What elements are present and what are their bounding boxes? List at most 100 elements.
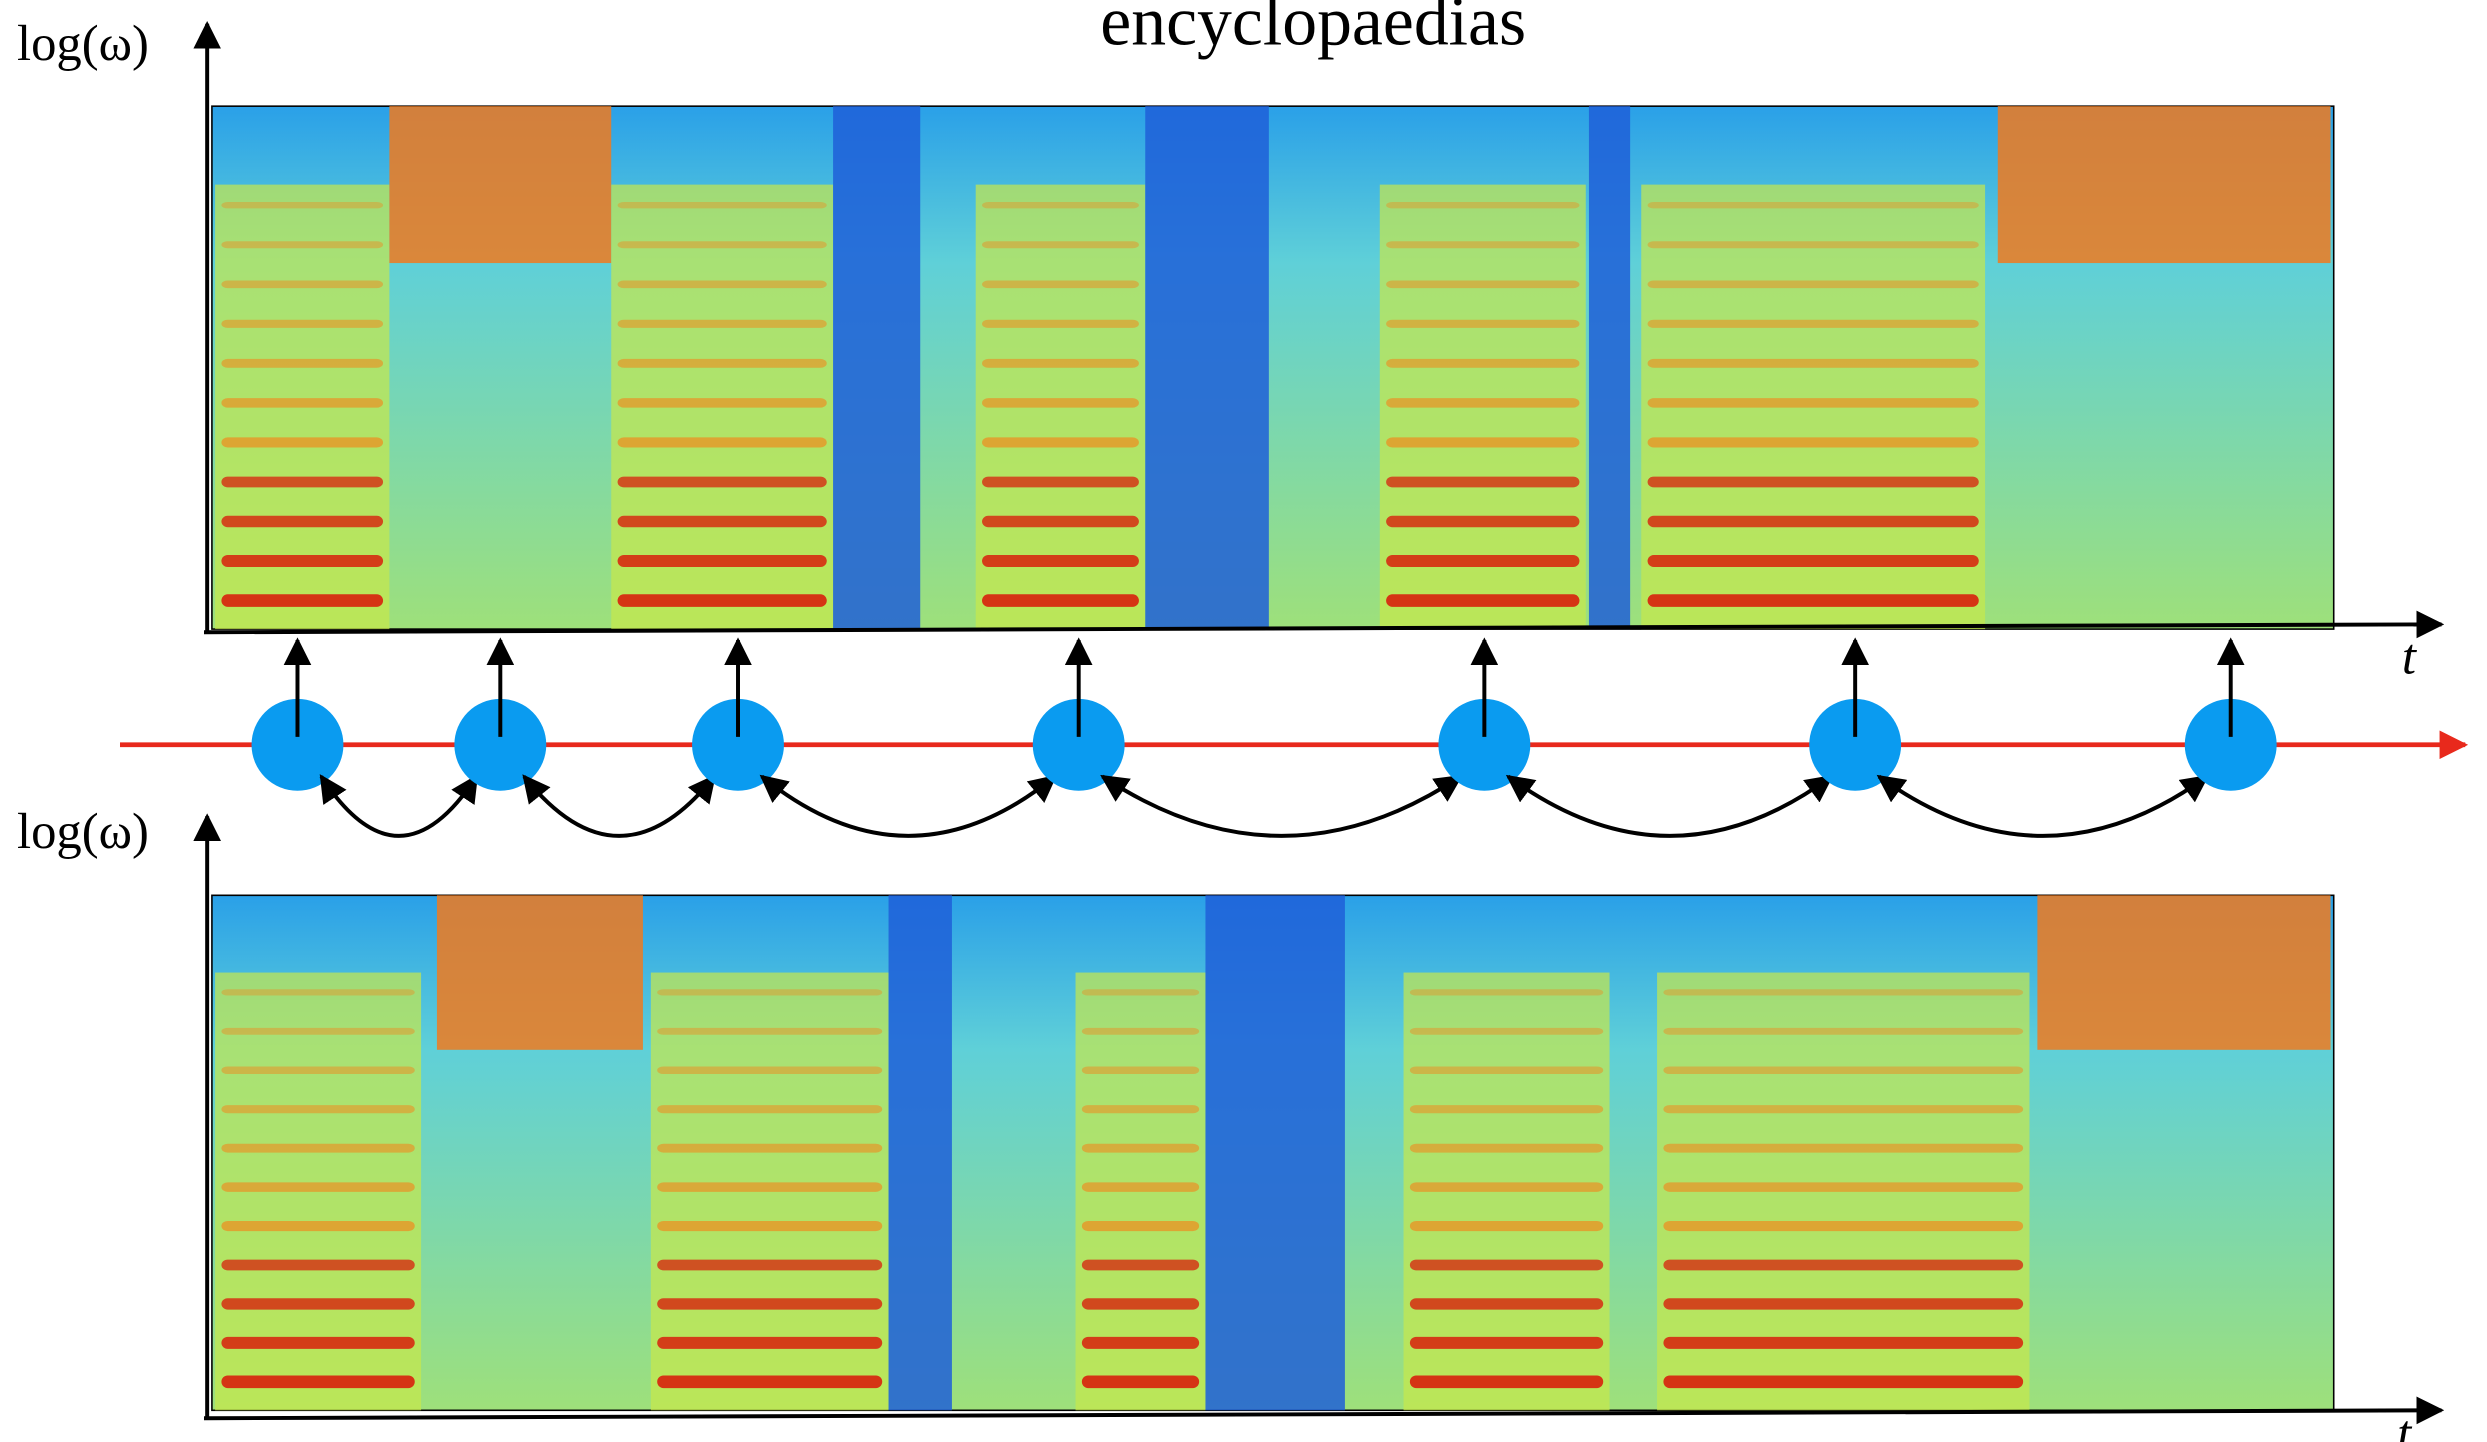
harmonic: [1386, 477, 1579, 488]
harmonic: [657, 1337, 882, 1349]
harmonic: [1648, 241, 1979, 248]
silence: [1589, 106, 1630, 629]
harmonic: [1648, 359, 1979, 368]
harmonic: [1082, 1105, 1199, 1113]
harmonic: [221, 1182, 414, 1192]
harmonic: [1082, 1298, 1199, 1309]
x-label: t: [2397, 1405, 2413, 1442]
transition-arrow: [762, 776, 1055, 835]
harmonic: [1663, 1337, 2023, 1349]
harmonic: [221, 1375, 414, 1388]
harmonic: [618, 202, 827, 208]
harmonic: [221, 989, 414, 995]
harmonic: [618, 516, 827, 527]
harmonic: [1082, 1028, 1199, 1035]
harmonic: [221, 241, 383, 248]
harmonic: [1410, 1182, 1603, 1192]
silence: [1145, 106, 1269, 629]
harmonic: [1648, 320, 1979, 328]
harmonic: [1648, 437, 1979, 447]
x-axis: [204, 1410, 2441, 1418]
harmonic: [1386, 359, 1579, 368]
harmonic: [982, 594, 1139, 607]
harmonic: [657, 1221, 882, 1231]
harmonic: [1386, 594, 1579, 607]
harmonic: [1663, 1105, 2023, 1113]
harmonic: [982, 320, 1139, 328]
harmonic: [1648, 555, 1979, 567]
harmonic: [618, 241, 827, 248]
figure: encyclopaedias log(ω) t log(ω) t: [0, 0, 2487, 1442]
harmonic: [221, 1221, 414, 1231]
y-label: log(ω): [17, 15, 149, 71]
harmonic: [221, 320, 383, 328]
harmonic: [1082, 1375, 1199, 1388]
y-label: log(ω): [17, 803, 149, 859]
harmonic: [982, 516, 1139, 527]
harmonic: [657, 1028, 882, 1035]
harmonic: [657, 1375, 882, 1388]
harmonic: [1648, 202, 1979, 208]
harmonic: [1648, 594, 1979, 607]
harmonic: [1663, 1298, 2023, 1309]
harmonic: [1082, 989, 1199, 995]
harmonic: [982, 241, 1139, 248]
harmonic: [1648, 477, 1979, 488]
harmonic: [221, 477, 383, 488]
harmonic: [221, 555, 383, 567]
harmonic: [1663, 1221, 2023, 1231]
harmonic: [1386, 280, 1579, 288]
harmonic: [221, 1144, 414, 1153]
harmonic: [1082, 1221, 1199, 1231]
harmonic: [657, 1066, 882, 1074]
harmonic: [982, 437, 1139, 447]
harmonic: [657, 989, 882, 995]
node-chain: [252, 640, 2277, 836]
harmonic: [618, 555, 827, 567]
harmonic: [1386, 202, 1579, 208]
harmonic: [618, 437, 827, 447]
fricative: [389, 106, 611, 263]
harmonic: [1386, 555, 1579, 567]
silence: [1205, 895, 1344, 1410]
harmonic: [1386, 437, 1579, 447]
harmonic: [1082, 1182, 1199, 1192]
silence: [833, 106, 920, 629]
harmonic: [1648, 516, 1979, 527]
harmonic: [1082, 1144, 1199, 1153]
harmonic: [618, 320, 827, 328]
harmonic: [221, 1028, 414, 1035]
harmonic: [657, 1105, 882, 1113]
harmonic: [221, 516, 383, 527]
harmonic: [657, 1298, 882, 1309]
harmonic: [1410, 1144, 1603, 1153]
page: {"title":"encyclopaedias", "top_panel":{…: [0, 0, 2487, 1442]
top-spectrogram: [212, 106, 2334, 629]
harmonic: [657, 1144, 882, 1153]
harmonic: [1410, 1028, 1603, 1035]
transition-arrow: [1508, 776, 1831, 835]
harmonic: [1410, 1298, 1603, 1309]
harmonic: [221, 1066, 414, 1074]
harmonic: [1663, 989, 2023, 995]
bottom-spectrogram: [212, 895, 2334, 1410]
harmonic: [1410, 989, 1603, 995]
fricative: [437, 895, 643, 1050]
harmonic: [982, 398, 1139, 408]
harmonic: [618, 398, 827, 408]
harmonic: [221, 202, 383, 208]
harmonic: [618, 594, 827, 607]
harmonic: [1386, 320, 1579, 328]
harmonic: [221, 359, 383, 368]
harmonic: [1663, 1028, 2023, 1035]
harmonic: [982, 555, 1139, 567]
harmonic: [1663, 1182, 2023, 1192]
transition-arrow: [321, 776, 476, 835]
harmonic: [1648, 280, 1979, 288]
harmonic: [221, 398, 383, 408]
harmonic: [221, 1298, 414, 1309]
harmonic: [618, 477, 827, 488]
harmonic: [1410, 1337, 1603, 1349]
harmonic: [1410, 1105, 1603, 1113]
harmonic: [1082, 1260, 1199, 1271]
